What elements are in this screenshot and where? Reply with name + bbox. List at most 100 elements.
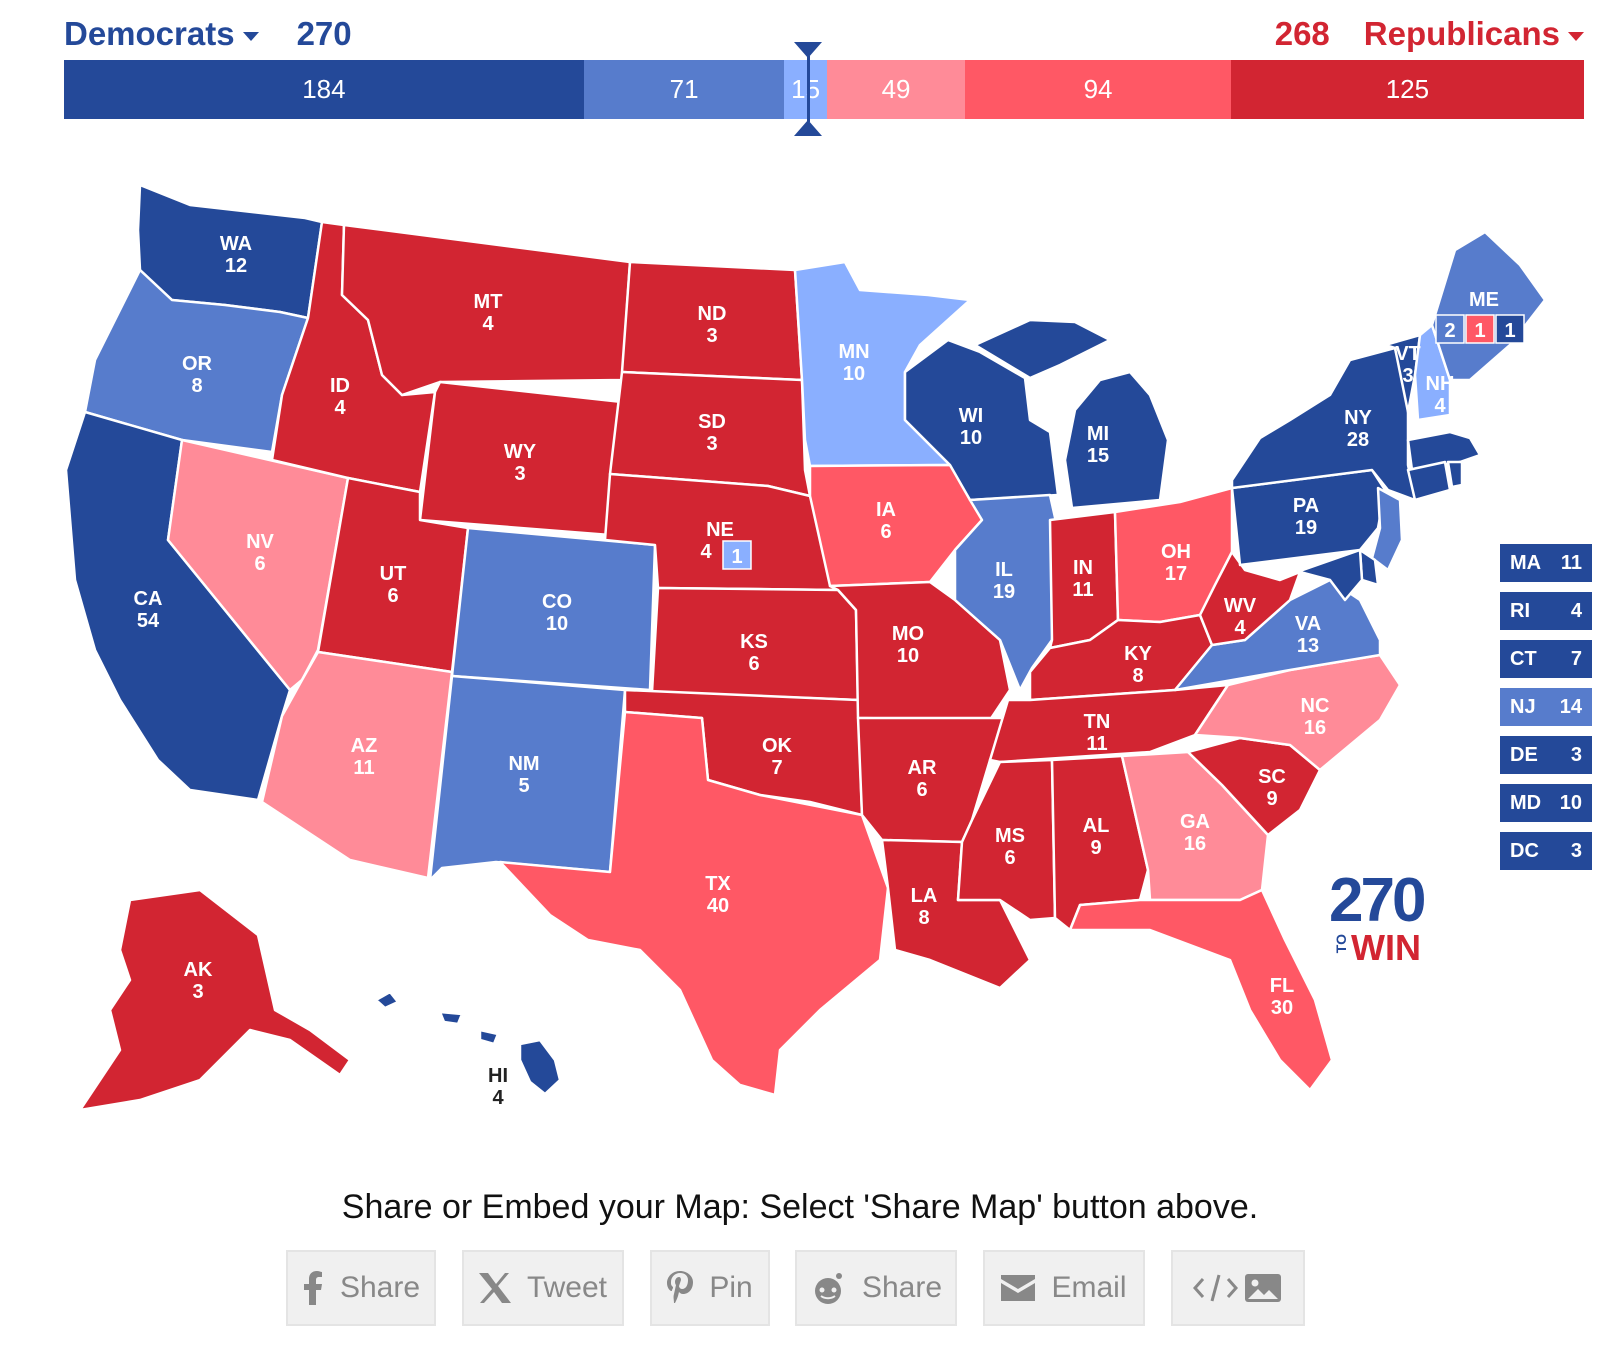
state-fl[interactable] — [1068, 888, 1334, 1092]
logo-270: 270 — [1329, 866, 1426, 935]
reddit-icon — [814, 1273, 842, 1304]
state-label-nh: NH — [1426, 373, 1455, 395]
state-label-wa: WA — [220, 233, 252, 255]
state-ri[interactable] — [1446, 460, 1464, 489]
state-ev-ok: 7 — [771, 757, 782, 779]
state-ev-ga: 16 — [1184, 833, 1206, 855]
state-ev-mi: 15 — [1087, 445, 1109, 467]
state-label-ny: NY — [1344, 407, 1372, 429]
state-ev-mn: 10 — [843, 363, 865, 385]
pin-button[interactable]: Pin — [650, 1250, 770, 1326]
state-hi[interactable] — [374, 990, 562, 1096]
state-label-in: IN — [1073, 557, 1093, 579]
logo-to: TO — [1333, 934, 1349, 954]
state-ev-nh: 4 — [1434, 395, 1446, 417]
sidebox-abbr: DE — [1510, 743, 1538, 766]
state-wy[interactable] — [418, 380, 624, 537]
state-mi[interactable] — [973, 318, 1170, 510]
sidebox-md[interactable]: MD 10 — [1500, 784, 1592, 822]
electoral-vote-bar: 184 71 15 49 94 125 — [64, 60, 1584, 119]
state-label-ar: AR — [908, 757, 937, 779]
republicans-total: 268 — [1274, 15, 1330, 52]
state-ev-ia: 6 — [880, 521, 891, 543]
state-tx[interactable] — [498, 710, 890, 1097]
sidebox-abbr: DC — [1510, 839, 1539, 862]
state-ev-ca: 54 — [137, 610, 160, 632]
state-label-sc: SC — [1258, 766, 1286, 788]
democrats-dropdown[interactable]: Democrats 270 — [64, 14, 352, 54]
state-label-me: ME — [1469, 289, 1499, 311]
state-label-ia: IA — [876, 499, 896, 521]
state-ev-ne: 4 — [700, 541, 712, 563]
sidebox-ev: 7 — [1570, 647, 1582, 670]
state-ev-wv: 4 — [1234, 617, 1246, 639]
reddit-share-button[interactable]: Share — [795, 1250, 957, 1326]
sidebox-ri[interactable]: RI 4 — [1500, 592, 1592, 630]
state-md[interactable] — [1278, 548, 1364, 602]
pinterest-icon — [667, 1271, 694, 1303]
state-ev-tn: 11 — [1086, 733, 1107, 755]
state-ny[interactable] — [1230, 346, 1417, 502]
me-district-1-box-value: 1 — [1504, 320, 1515, 342]
270-marker-line — [807, 56, 810, 122]
state-ev-nd: 3 — [706, 325, 717, 347]
state-ev-in: 11 — [1072, 579, 1093, 601]
email-icon — [1001, 1275, 1036, 1301]
state-ev-mo: 10 — [897, 645, 919, 667]
sidebox-ma[interactable]: MA 11 — [1500, 544, 1592, 582]
me-district-2-box[interactable] — [1465, 314, 1495, 344]
state-label-ms: MS — [995, 825, 1025, 847]
sidebox-abbr: NJ — [1510, 695, 1536, 718]
state-label-wy: WY — [504, 441, 537, 463]
state-label-il: IL — [995, 559, 1013, 581]
state-nj[interactable] — [1370, 486, 1404, 572]
state-label-fl: FL — [1270, 975, 1294, 997]
x-icon — [478, 1273, 511, 1303]
state-ev-vt: 3 — [1402, 365, 1413, 387]
me-statewide-box-value: 2 — [1444, 320, 1455, 342]
state-vt[interactable] — [1383, 333, 1422, 414]
state-label-ut: UT — [380, 563, 407, 585]
state-ak[interactable] — [78, 888, 352, 1112]
state-label-mn: MN — [838, 341, 869, 363]
state-ev-ak: 3 — [192, 981, 203, 1003]
state-ev-nm: 5 — [518, 775, 529, 797]
state-wi[interactable] — [903, 338, 1060, 502]
facebook-icon — [303, 1271, 322, 1305]
republicans-dropdown[interactable]: 268 Republicans — [1275, 14, 1584, 54]
ne-district-box[interactable] — [722, 540, 752, 570]
state-ev-az: 11 — [353, 757, 374, 779]
sidebox-ev: 11 — [1560, 551, 1582, 574]
state-ev-co: 10 — [546, 613, 568, 635]
state-nc[interactable] — [1193, 653, 1402, 772]
state-mo[interactable] — [828, 580, 1012, 722]
state-label-sd: SD — [698, 411, 726, 433]
state-ev-fl: 30 — [1271, 997, 1293, 1019]
democrats-label: Democrats — [64, 15, 235, 52]
reddit-share-label: Share — [861, 1271, 943, 1304]
sidebox-ct[interactable]: CT 7 — [1500, 640, 1592, 678]
me-district-1-box[interactable] — [1495, 314, 1525, 344]
state-ev-ut: 6 — [387, 585, 398, 607]
email-button[interactable]: Email — [983, 1250, 1145, 1326]
tweet-button[interactable]: Tweet — [462, 1250, 624, 1326]
state-label-mt: MT — [474, 291, 503, 313]
facebook-share-button[interactable]: Share — [286, 1250, 436, 1326]
facebook-share-label: Share — [339, 1271, 421, 1304]
state-ev-nv: 6 — [254, 553, 265, 575]
me-statewide-box[interactable] — [1435, 314, 1465, 344]
state-ev-nc: 16 — [1304, 717, 1326, 739]
state-ct[interactable] — [1406, 460, 1452, 502]
state-ev-id: 4 — [334, 397, 346, 419]
sidebox-ev: 10 — [1559, 791, 1582, 814]
bar-segment-lean-r: 49 — [826, 60, 966, 119]
sidebox-de[interactable]: DE 3 — [1500, 736, 1592, 774]
sidebox-nj[interactable]: NJ 14 — [1500, 688, 1592, 726]
embed-image-button[interactable] — [1171, 1250, 1305, 1326]
state-label-nc: NC — [1301, 695, 1330, 717]
state-label-co: CO — [542, 591, 572, 613]
sidebox-dc[interactable]: DC 3 — [1500, 832, 1592, 870]
state-label-ga: GA — [1180, 811, 1210, 833]
tweet-label: Tweet — [526, 1271, 608, 1304]
bar-segment-safe-d: 184 — [64, 60, 584, 119]
